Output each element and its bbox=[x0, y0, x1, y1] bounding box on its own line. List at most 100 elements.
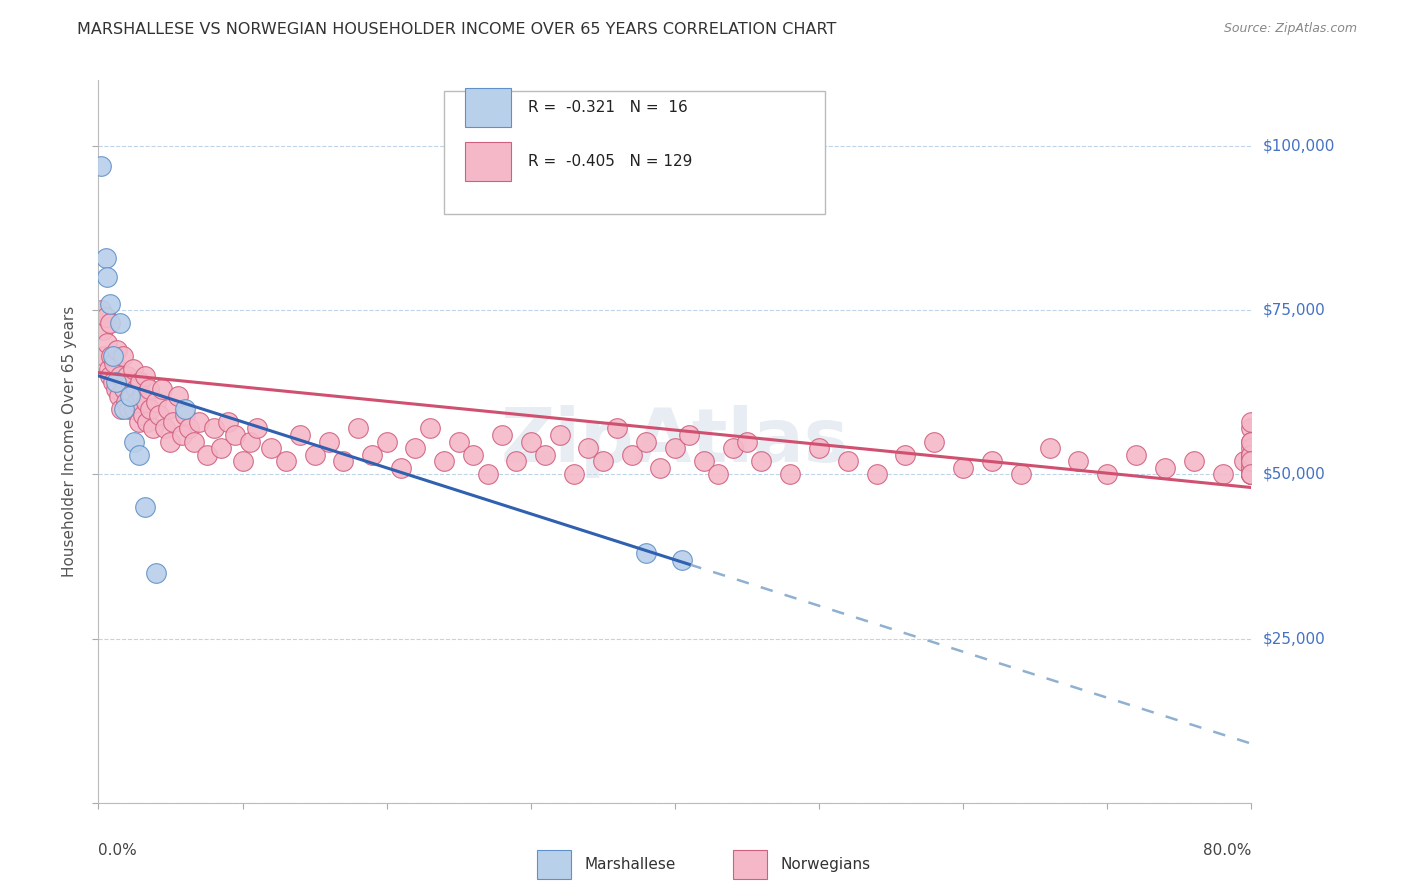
Point bbox=[134, 368, 156, 383]
Point bbox=[1240, 448, 1263, 462]
Point bbox=[1240, 467, 1263, 482]
Point bbox=[290, 428, 312, 442]
Text: $100,000: $100,000 bbox=[1263, 138, 1334, 153]
Point bbox=[139, 401, 162, 416]
Point bbox=[128, 415, 150, 429]
Point bbox=[678, 428, 700, 442]
Point bbox=[188, 415, 211, 429]
Point bbox=[1240, 454, 1263, 468]
Point bbox=[491, 428, 513, 442]
Point bbox=[112, 401, 135, 416]
Point bbox=[1182, 454, 1205, 468]
Text: R =  -0.321   N =  16: R = -0.321 N = 16 bbox=[529, 100, 688, 115]
Point bbox=[159, 434, 181, 449]
Point bbox=[174, 409, 197, 423]
Point bbox=[721, 441, 744, 455]
Point bbox=[1240, 467, 1263, 482]
Point bbox=[129, 376, 152, 390]
Point bbox=[837, 454, 859, 468]
Point bbox=[505, 454, 527, 468]
Point bbox=[671, 553, 693, 567]
Point bbox=[231, 454, 254, 468]
Point bbox=[142, 421, 165, 435]
Point bbox=[94, 251, 117, 265]
Point bbox=[97, 362, 120, 376]
Point bbox=[183, 434, 205, 449]
Point bbox=[217, 415, 239, 429]
Point bbox=[1240, 460, 1263, 475]
Point bbox=[145, 566, 167, 580]
Point bbox=[1240, 467, 1263, 482]
Point bbox=[924, 434, 946, 449]
Point bbox=[1240, 454, 1263, 468]
Point bbox=[162, 415, 184, 429]
Point bbox=[620, 448, 643, 462]
Point bbox=[239, 434, 262, 449]
Point bbox=[808, 441, 831, 455]
Point bbox=[318, 434, 340, 449]
Text: Source: ZipAtlas.com: Source: ZipAtlas.com bbox=[1223, 22, 1357, 36]
Point bbox=[90, 159, 112, 173]
Point bbox=[138, 382, 160, 396]
Point bbox=[202, 421, 225, 435]
Point bbox=[389, 460, 412, 475]
Point bbox=[114, 395, 136, 409]
Point bbox=[534, 448, 557, 462]
Point bbox=[166, 388, 188, 402]
Point bbox=[650, 460, 672, 475]
Point bbox=[1233, 454, 1256, 468]
Point bbox=[562, 467, 585, 482]
Point bbox=[433, 454, 456, 468]
Point bbox=[209, 441, 232, 455]
Point bbox=[195, 448, 218, 462]
Point bbox=[174, 401, 197, 416]
Text: MARSHALLESE VS NORWEGIAN HOUSEHOLDER INCOME OVER 65 YEARS CORRELATION CHART: MARSHALLESE VS NORWEGIAN HOUSEHOLDER INC… bbox=[77, 22, 837, 37]
Point bbox=[1125, 448, 1147, 462]
FancyBboxPatch shape bbox=[537, 850, 571, 879]
Point bbox=[101, 349, 124, 363]
Point bbox=[117, 368, 139, 383]
Point bbox=[110, 401, 132, 416]
Text: 80.0%: 80.0% bbox=[1204, 843, 1251, 857]
Point bbox=[304, 448, 326, 462]
Point bbox=[1154, 460, 1177, 475]
Point bbox=[779, 467, 801, 482]
Point bbox=[121, 388, 143, 402]
Point bbox=[952, 460, 974, 475]
Point bbox=[104, 376, 127, 390]
Point bbox=[260, 441, 283, 455]
FancyBboxPatch shape bbox=[444, 91, 825, 214]
Point bbox=[91, 323, 114, 337]
Point bbox=[179, 421, 201, 435]
Point bbox=[1240, 448, 1263, 462]
Point bbox=[134, 500, 156, 515]
Point bbox=[346, 421, 368, 435]
Point bbox=[636, 546, 658, 560]
Point bbox=[274, 454, 297, 468]
Point bbox=[96, 270, 118, 285]
Point bbox=[1240, 467, 1263, 482]
Point bbox=[246, 421, 269, 435]
Point bbox=[1240, 467, 1263, 482]
Point bbox=[136, 415, 159, 429]
Point bbox=[124, 434, 146, 449]
Point bbox=[405, 441, 427, 455]
Point bbox=[112, 382, 135, 396]
Point bbox=[1097, 467, 1119, 482]
Point bbox=[606, 421, 628, 435]
Point bbox=[120, 376, 142, 390]
Point bbox=[150, 382, 173, 396]
Text: Marshallese: Marshallese bbox=[585, 856, 676, 871]
Point bbox=[156, 401, 179, 416]
Point bbox=[98, 296, 121, 310]
Point bbox=[548, 428, 571, 442]
FancyBboxPatch shape bbox=[465, 142, 512, 181]
Point bbox=[101, 376, 124, 390]
Point bbox=[707, 467, 730, 482]
Point bbox=[148, 409, 170, 423]
Point bbox=[145, 395, 167, 409]
Point bbox=[111, 349, 134, 363]
Point bbox=[98, 368, 121, 383]
Point bbox=[520, 434, 543, 449]
FancyBboxPatch shape bbox=[733, 850, 768, 879]
